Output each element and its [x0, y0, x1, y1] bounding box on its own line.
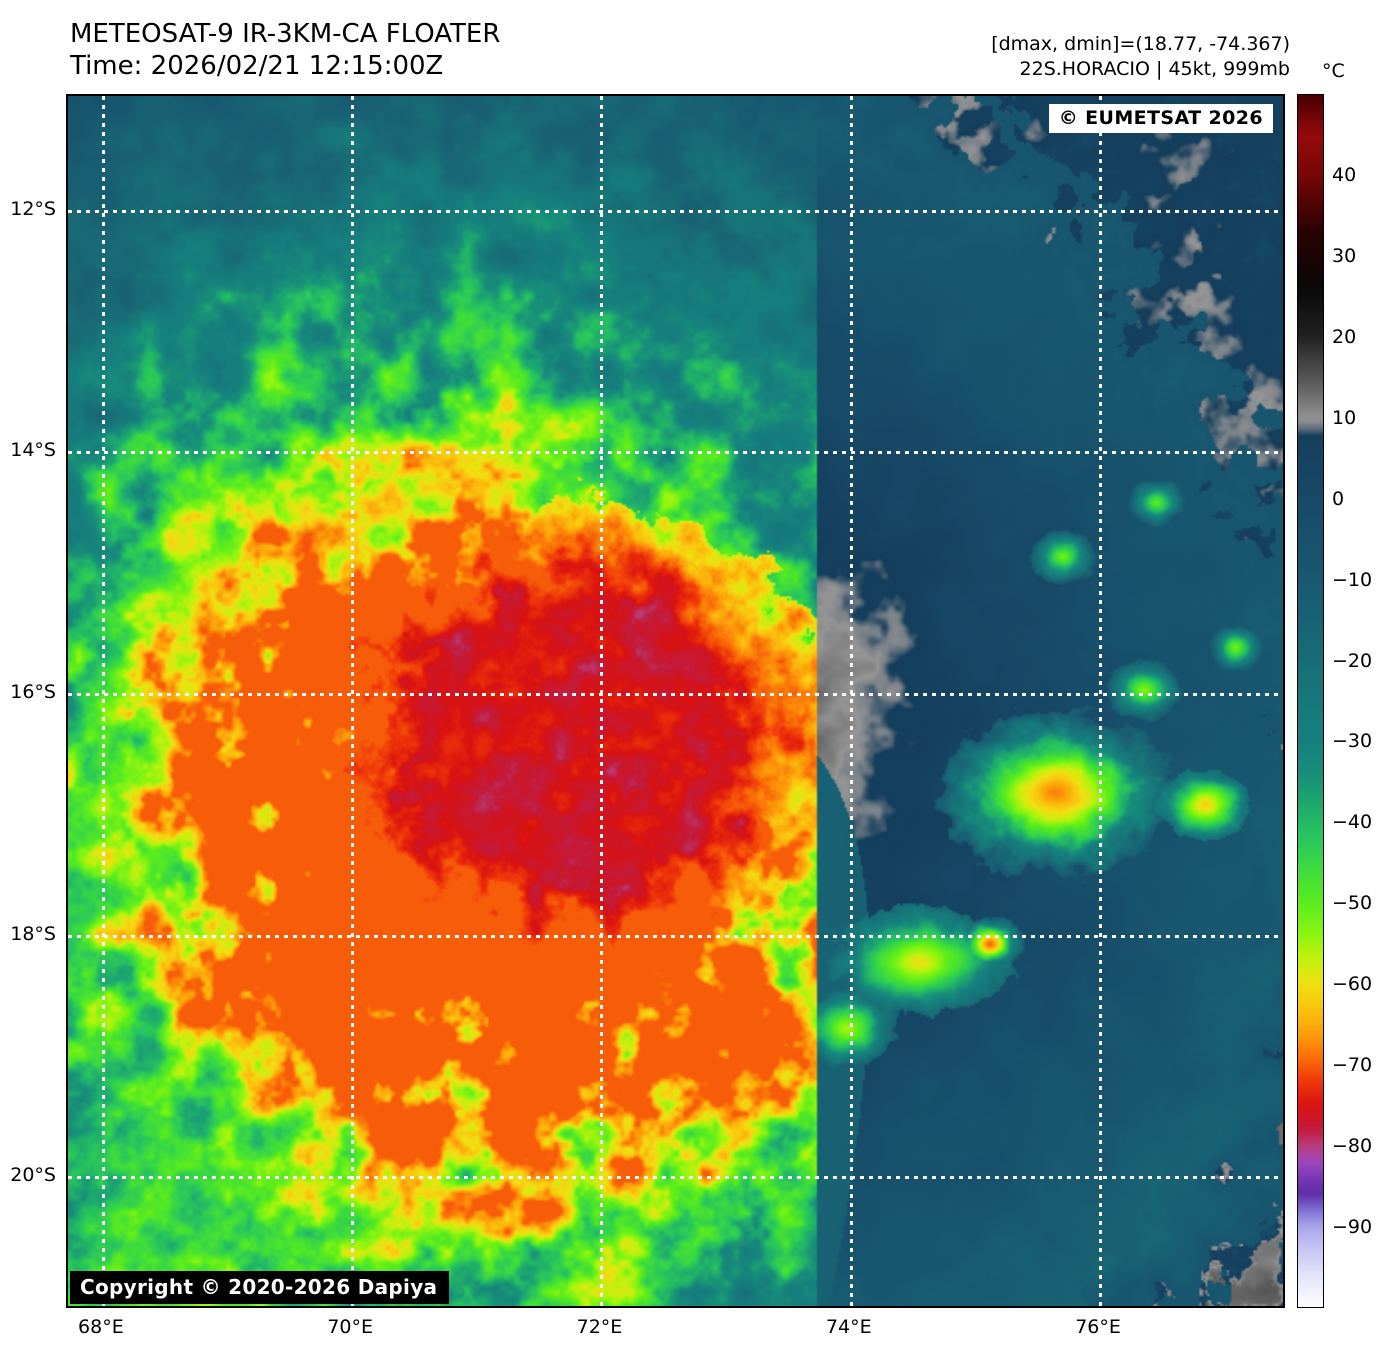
colorbar-tick-label: 20 [1332, 325, 1357, 348]
colorbar-tick-label: 40 [1332, 163, 1357, 186]
lat-tick-label: 12°S [10, 197, 56, 220]
lon-tick-label: 74°E [825, 1316, 872, 1338]
colorbar-tick-label: −90 [1332, 1216, 1373, 1239]
lat-tick-label: 14°S [10, 439, 56, 462]
eumetsat-copyright-badge: © EUMETSAT 2026 [1048, 104, 1273, 133]
lon-tick-label: 76°E [1075, 1316, 1121, 1338]
lat-tick-label: 18°S [10, 922, 56, 945]
colorbar-tick-label: −10 [1332, 568, 1373, 591]
lat-tick-label: 20°S [10, 1164, 56, 1187]
satellite-product-title: METEOSAT-9 IR-3KM-CA FLOATER [70, 19, 501, 49]
page-title: METEOSAT-9 IR-3KM-CA FLOATER Time: 2026/… [70, 18, 500, 82]
satellite-image-panel[interactable]: © EUMETSAT 2026 Copyright © 2020-2026 Da… [66, 94, 1285, 1308]
colorbar-tick-label: −30 [1332, 730, 1373, 753]
dapiya-copyright-badge: Copyright © 2020-2026 Dapiya [70, 1271, 450, 1304]
temperature-colorbar[interactable] [1297, 94, 1324, 1308]
satellite-infrared-image [68, 96, 1283, 1306]
lat-tick-label: 16°S [10, 680, 56, 703]
colorbar-tick-label: −20 [1332, 649, 1373, 672]
colorbar-tick-label: −70 [1332, 1054, 1373, 1077]
lon-tick-label: 68°E [78, 1316, 124, 1338]
colorbar-tick-label: −80 [1332, 1135, 1373, 1158]
observation-time: Time: 2026/02/21 12:15:00Z [70, 51, 444, 81]
colorbar-tick-label: −50 [1332, 892, 1373, 915]
colorbar-unit-label: °C [1322, 60, 1345, 82]
lon-tick-label: 70°E [327, 1316, 374, 1338]
storm-info-label: 22S.HORACIO | 45kt, 999mb [1019, 58, 1290, 80]
colorbar-gradient [1298, 95, 1323, 1307]
colorbar-tick-label: 30 [1332, 244, 1357, 267]
colorbar-tick-label: −40 [1332, 811, 1373, 834]
lon-tick-label: 72°E [576, 1316, 623, 1338]
colorbar-tick-label: −60 [1332, 973, 1373, 996]
colorbar-tick-label: 10 [1332, 406, 1357, 429]
colorbar-tick-label: 0 [1332, 487, 1345, 510]
data-minmax-label: [dmax, dmin]=(18.77, -74.367) [991, 33, 1290, 55]
metadata-block: [dmax, dmin]=(18.77, -74.367) 22S.HORACI… [991, 32, 1290, 82]
